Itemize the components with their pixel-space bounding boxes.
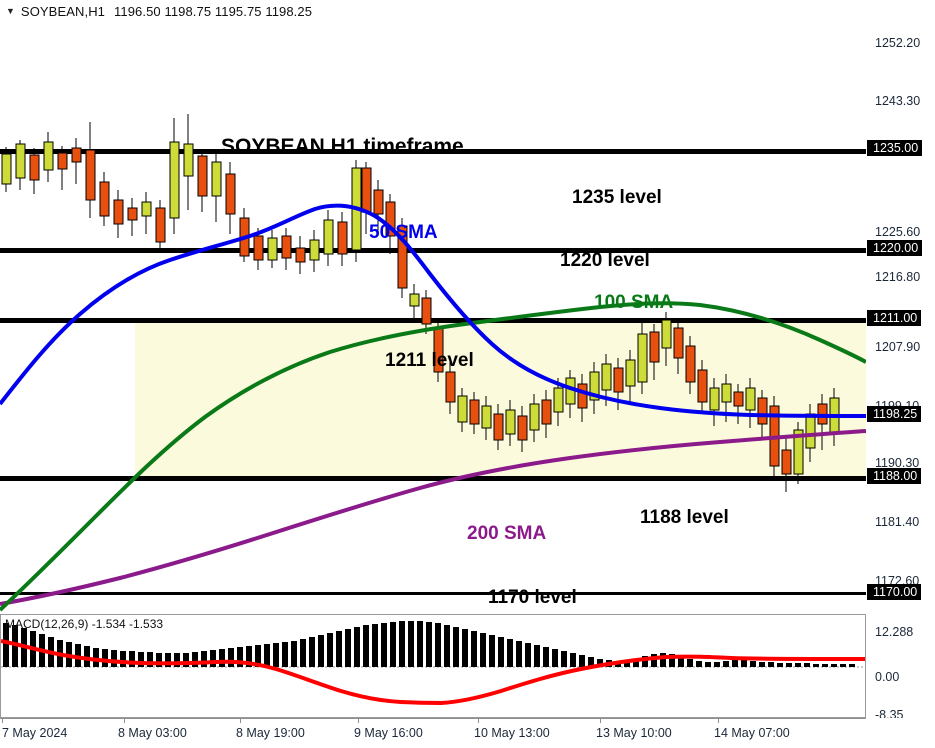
axis-tick-1216: 1216.80 <box>875 270 921 284</box>
time-label-1: 8 May 03:00 <box>118 726 187 740</box>
time-label-5: 13 May 10:00 <box>596 726 672 740</box>
level-line-1220 <box>0 248 866 253</box>
time-mark-3 <box>358 718 359 723</box>
time-label-4: 10 May 13:00 <box>474 726 550 740</box>
ohlc-values: 1196.50 1198.75 1195.75 1198.25 <box>114 3 313 19</box>
annotation-1188-level: 1188 level <box>640 507 729 528</box>
time-mark-2 <box>240 718 241 723</box>
annotation-1235-level: 1235 level <box>572 187 662 208</box>
sma-100-line <box>0 301 866 612</box>
time-mark-5 <box>600 718 601 723</box>
macd-indicator-pane[interactable]: MACD(12,26,9) -1.534 -1.533 <box>0 614 866 718</box>
price-series-svg <box>0 114 866 612</box>
macd-axis-tick-zero: 0.00 <box>875 670 900 684</box>
symbol-timeframe-label: SOYBEAN,H1 <box>20 3 106 19</box>
axis-tick-1181: 1181.40 <box>875 515 920 529</box>
axis-tick-1243: 1243.30 <box>875 94 921 108</box>
annotation-1211-level: 1211 level <box>385 350 474 371</box>
candlestick-series <box>1 114 840 492</box>
time-mark-0 <box>2 718 3 723</box>
axis-tick-1207: 1207.90 <box>875 340 921 354</box>
time-label-3: 9 May 16:00 <box>354 726 423 740</box>
macd-series-svg <box>1 621 865 706</box>
chart-header: ▼ SOYBEAN,H1 1196.50 1198.75 1195.75 119… <box>0 0 935 23</box>
sma-50-line <box>0 203 866 418</box>
annotation-sma-100: 100 SMA <box>594 292 674 313</box>
time-label-2: 8 May 19:00 <box>236 726 305 740</box>
axis-tick-1190: 1190.30 <box>875 456 920 470</box>
annotation-sma-50: 50 SMA <box>369 222 438 243</box>
axis-tag-1211: 1211.00 <box>867 310 922 326</box>
time-mark-1 <box>124 718 125 723</box>
annotation-sma-200: 200 SMA <box>467 523 547 544</box>
price-chart-pane[interactable]: SOYBEAN H1 timeframe 1235 level 1220 lev… <box>0 22 866 612</box>
chart-title-annotation: SOYBEAN H1 timeframe <box>221 135 464 158</box>
axis-tick-1252: 1252.20 <box>875 36 921 50</box>
time-mark-6 <box>718 718 719 723</box>
level-line-1170 <box>0 592 866 595</box>
axis-tag-1170: 1170.00 <box>867 584 922 600</box>
time-mark-4 <box>478 718 479 723</box>
axis-tag-1235: 1235.00 <box>867 140 923 156</box>
level-line-1188 <box>0 476 866 481</box>
macd-label: MACD(12,26,9) -1.534 -1.533 <box>5 617 164 631</box>
triangle-down-icon[interactable]: ▼ <box>6 5 15 16</box>
level-line-1211 <box>0 318 866 323</box>
axis-tag-1220: 1220.00 <box>867 240 923 256</box>
axis-tick-1225: 1225.60 <box>875 225 921 239</box>
highlight-zone <box>135 320 866 478</box>
time-label-6: 14 May 07:00 <box>714 726 790 740</box>
macd-signal-line <box>1 639 865 706</box>
sma-200-line <box>0 429 866 606</box>
annotation-1220-level: 1220 level <box>560 250 650 271</box>
time-axis-rule <box>0 718 866 719</box>
time-label-0: 7 May 2024 <box>2 726 68 740</box>
time-axis[interactable]: 7 May 2024 8 May 03:00 8 May 19:00 9 May… <box>0 718 935 748</box>
level-line-1235 <box>0 149 866 154</box>
annotation-1170-level: 1170 level <box>488 587 577 608</box>
axis-tag-current-price: 1198.25 <box>867 406 922 422</box>
axis-tag-1188: 1188.00 <box>867 468 922 484</box>
price-axis[interactable]: 1252.20 1243.30 1225.60 1216.80 1207.90 … <box>866 22 935 722</box>
macd-axis-tick-max: 12.288 <box>875 625 914 639</box>
